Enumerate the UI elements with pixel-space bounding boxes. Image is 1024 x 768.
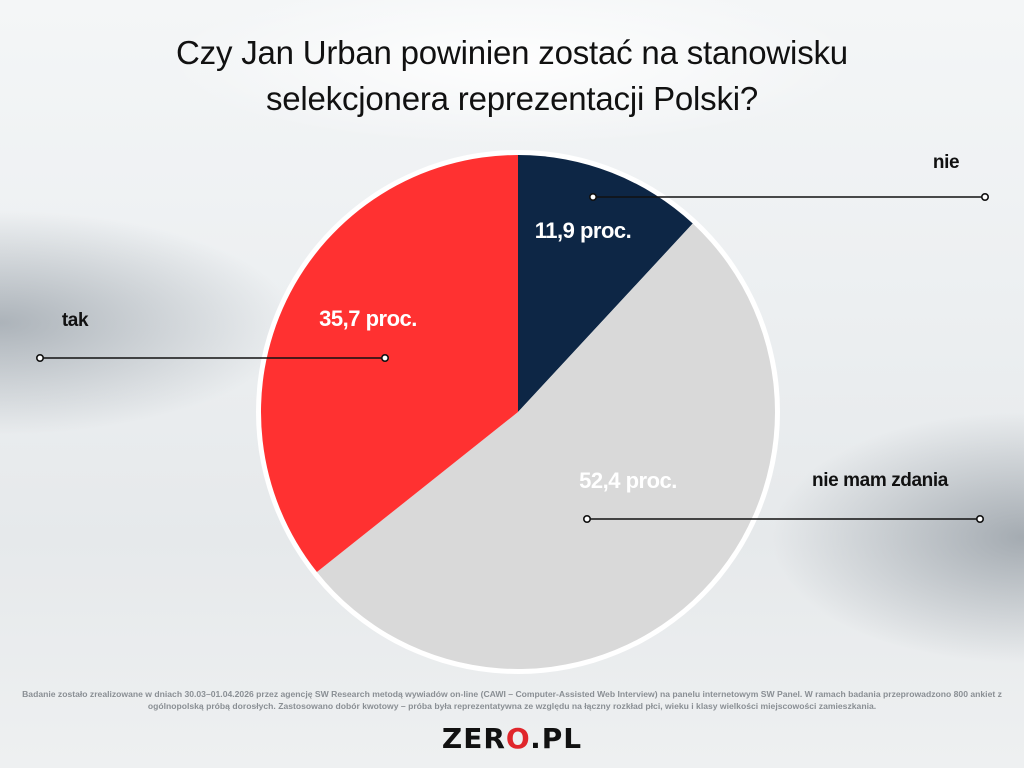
methodology-note: Badanie zostało zrealizowane w dniach 30… bbox=[22, 689, 1002, 711]
slice-value-label: 11,9 proc. bbox=[535, 218, 632, 243]
pie-slice-tak bbox=[261, 155, 518, 573]
chart-title: Czy Jan Urban powinien zostać na stanowi… bbox=[0, 30, 1024, 122]
slice-labels: 11,9 proc. nie 52,4 proc. nie mam zdania 35,… bbox=[62, 152, 960, 493]
slice-category-label: nie mam zdania bbox=[812, 470, 949, 491]
leader-dot bbox=[582, 514, 591, 523]
leader-dot bbox=[980, 193, 989, 202]
chart-title-line1: Czy Jan Urban powinien zostać na stanowi… bbox=[176, 34, 848, 71]
leader-dot bbox=[35, 353, 44, 362]
leader-dot bbox=[588, 193, 597, 202]
leader-dot bbox=[380, 353, 389, 362]
slice-value-label: 35,7 proc. bbox=[319, 306, 417, 331]
slice-category-label: tak bbox=[62, 310, 89, 331]
leader-lines bbox=[35, 193, 989, 523]
pie-slice-nie-mam-zdania bbox=[316, 223, 775, 669]
leader-dot bbox=[975, 514, 984, 523]
slice-value-label: 52,4 proc. bbox=[579, 468, 677, 493]
zero-pl-logo: ZERO.PL bbox=[441, 722, 583, 755]
chart-title-line2: selekcjonera reprezentacji Polski? bbox=[265, 80, 759, 117]
pie-slice-nie bbox=[518, 155, 693, 412]
pie-slices bbox=[261, 155, 775, 669]
slice-category-label: nie bbox=[933, 152, 959, 173]
